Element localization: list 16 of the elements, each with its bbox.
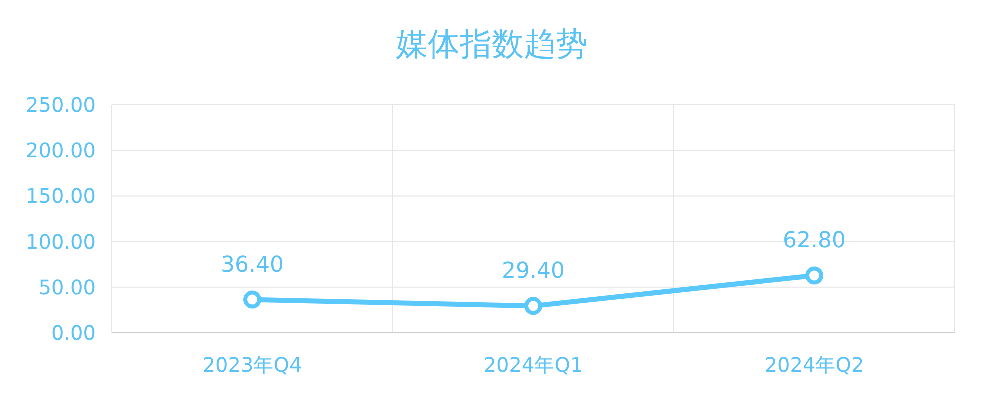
chart-title: 媒体指数趋势 bbox=[396, 25, 588, 63]
y-tick-label: 250.00 bbox=[26, 93, 96, 117]
point bbox=[524, 297, 542, 316]
data-label: 36.40 bbox=[221, 252, 284, 278]
y-tick-label: 50.00 bbox=[38, 275, 96, 300]
x-tick-label: 2024年Q1 bbox=[484, 353, 584, 377]
data-label: 62.80 bbox=[783, 228, 846, 254]
y-tick-label: 200.00 bbox=[26, 138, 96, 163]
x-tick-label: 2024年Q2 bbox=[764, 353, 864, 377]
y-tick-label: 0.00 bbox=[51, 321, 96, 345]
point bbox=[244, 290, 262, 309]
x-tick-label: 2023年Q4 bbox=[202, 353, 302, 377]
y-tick-label: 150.00 bbox=[26, 184, 96, 208]
point bbox=[806, 266, 824, 285]
y-tick-label: 100.00 bbox=[26, 230, 96, 254]
data-label: 29.40 bbox=[502, 259, 565, 284]
